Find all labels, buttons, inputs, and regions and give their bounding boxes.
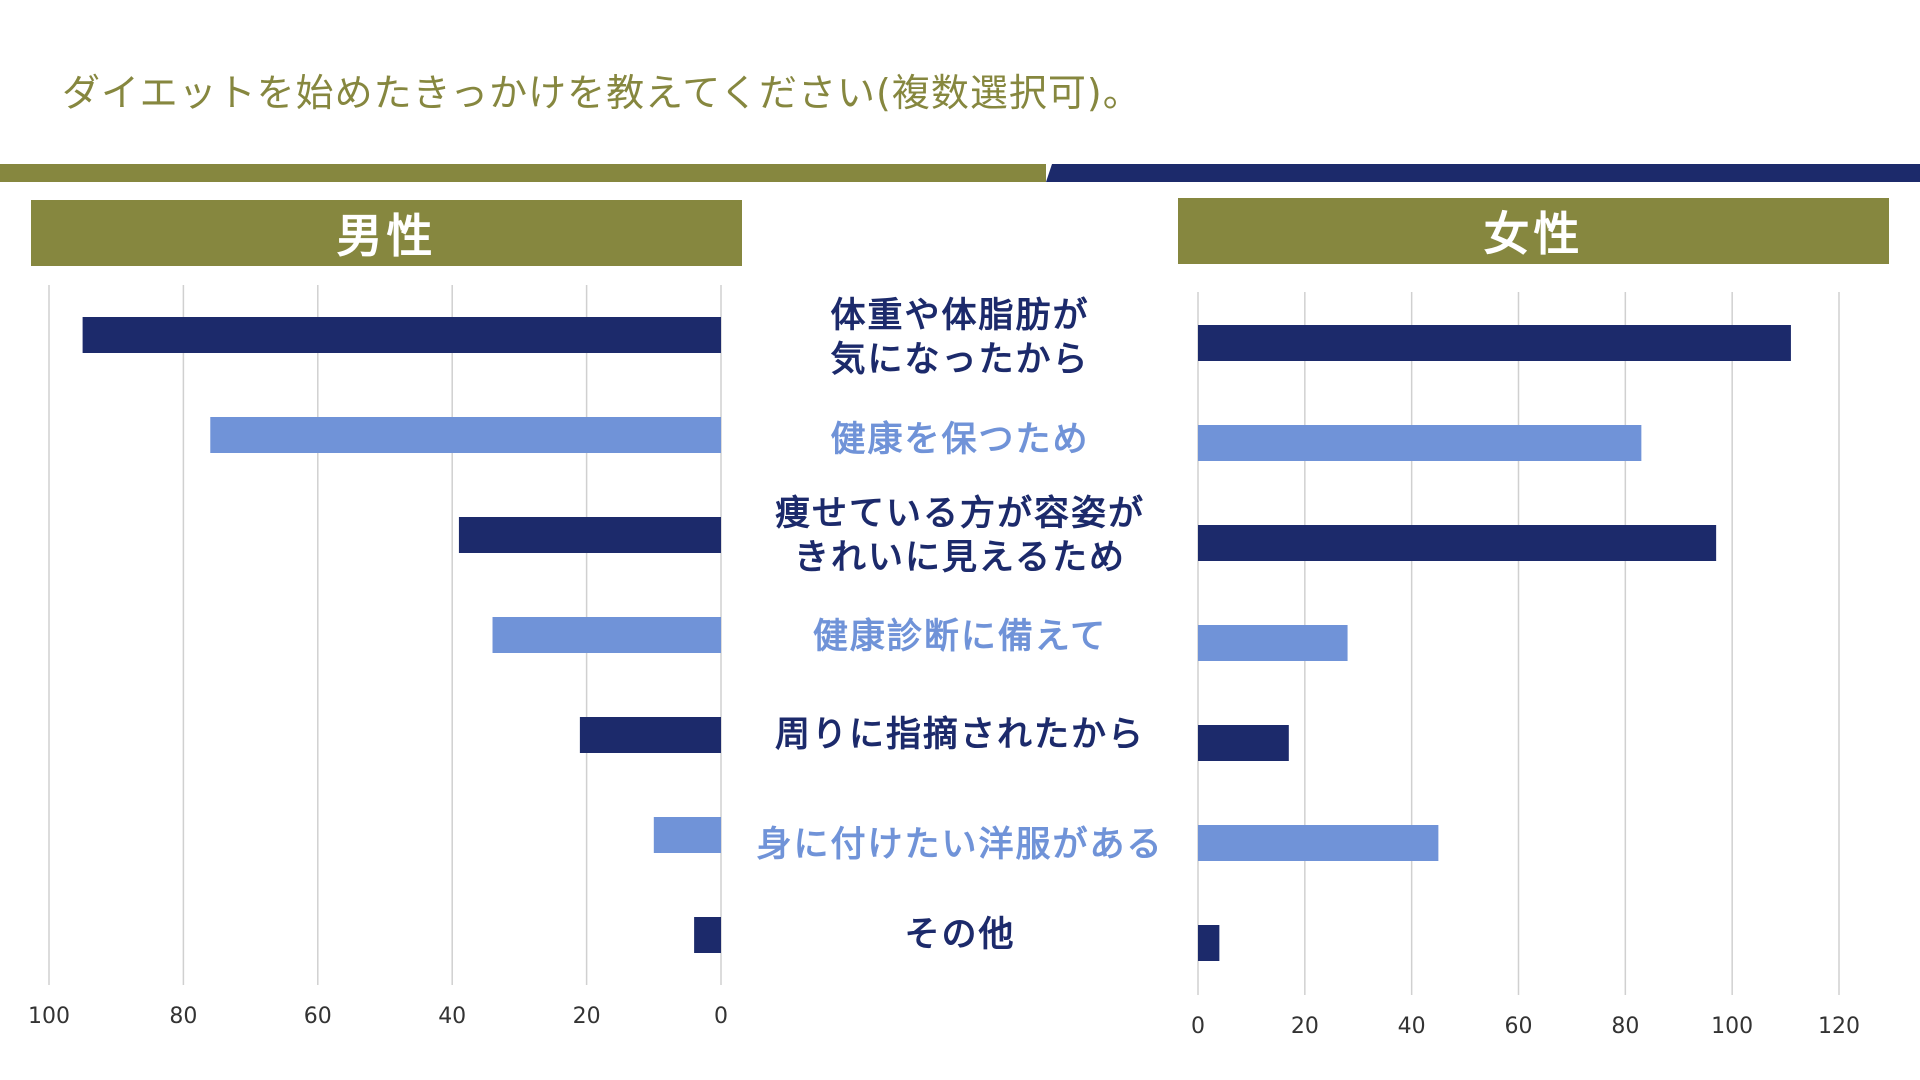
male-bar-chart: 100 80 60 40 20 0 [28,285,728,1029]
female-x-tick-label: 20 [1291,1014,1319,1039]
male-x-tick-label: 40 [438,1004,466,1029]
female-bar [1198,525,1717,561]
female-x-tick-label: 80 [1611,1014,1639,1039]
female-x-tick-label: 120 [1818,1014,1860,1039]
category-label: 体重や体脂肪が 気になったから [830,296,1090,380]
male-bar [694,917,721,953]
male-panel-title: 男性 [336,209,437,263]
male-bar [82,317,722,353]
female-x-tick-label: 60 [1505,1014,1533,1039]
female-panel-title: 女性 [1483,207,1584,261]
male-x-tick-label: 80 [169,1004,197,1029]
male-bar [653,817,721,853]
header-rule-navy [1046,164,1920,182]
category-label: 健康を保つため [830,420,1090,460]
male-bar [458,517,721,553]
category-label: 痩せている方が容姿が きれいに見えるため [774,494,1145,578]
male-x-tick-label: 0 [714,1004,728,1029]
male-bar [492,617,721,653]
female-x-tick-label: 100 [1711,1014,1753,1039]
category-label: その他 [904,915,1016,955]
page-title: ダイエットを始めたきっかけを教えてください(複数選択可)。 [62,71,1142,115]
female-bar [1198,725,1289,761]
female-panel-header: 女性 [1178,198,1889,264]
male-x-tick-label: 100 [28,1004,70,1029]
category-label: 周りに指摘されたから [774,715,1145,755]
female-bar [1198,825,1439,861]
category-label: 健康診断に備えて [812,617,1108,657]
category-label: 身に付けたい洋服がある [756,825,1164,865]
female-x-tick-label: 0 [1191,1014,1205,1039]
header-rule-olive [0,164,1046,182]
male-panel-header: 男性 [31,200,742,266]
female-bar [1198,325,1791,361]
female-bar [1198,925,1220,961]
male-bar [210,417,721,453]
female-bar [1198,425,1642,461]
male-x-tick-label: 20 [573,1004,601,1029]
male-x-tick-label: 60 [304,1004,332,1029]
male-bar [579,717,721,753]
female-bar [1198,625,1348,661]
female-x-tick-label: 40 [1398,1014,1426,1039]
